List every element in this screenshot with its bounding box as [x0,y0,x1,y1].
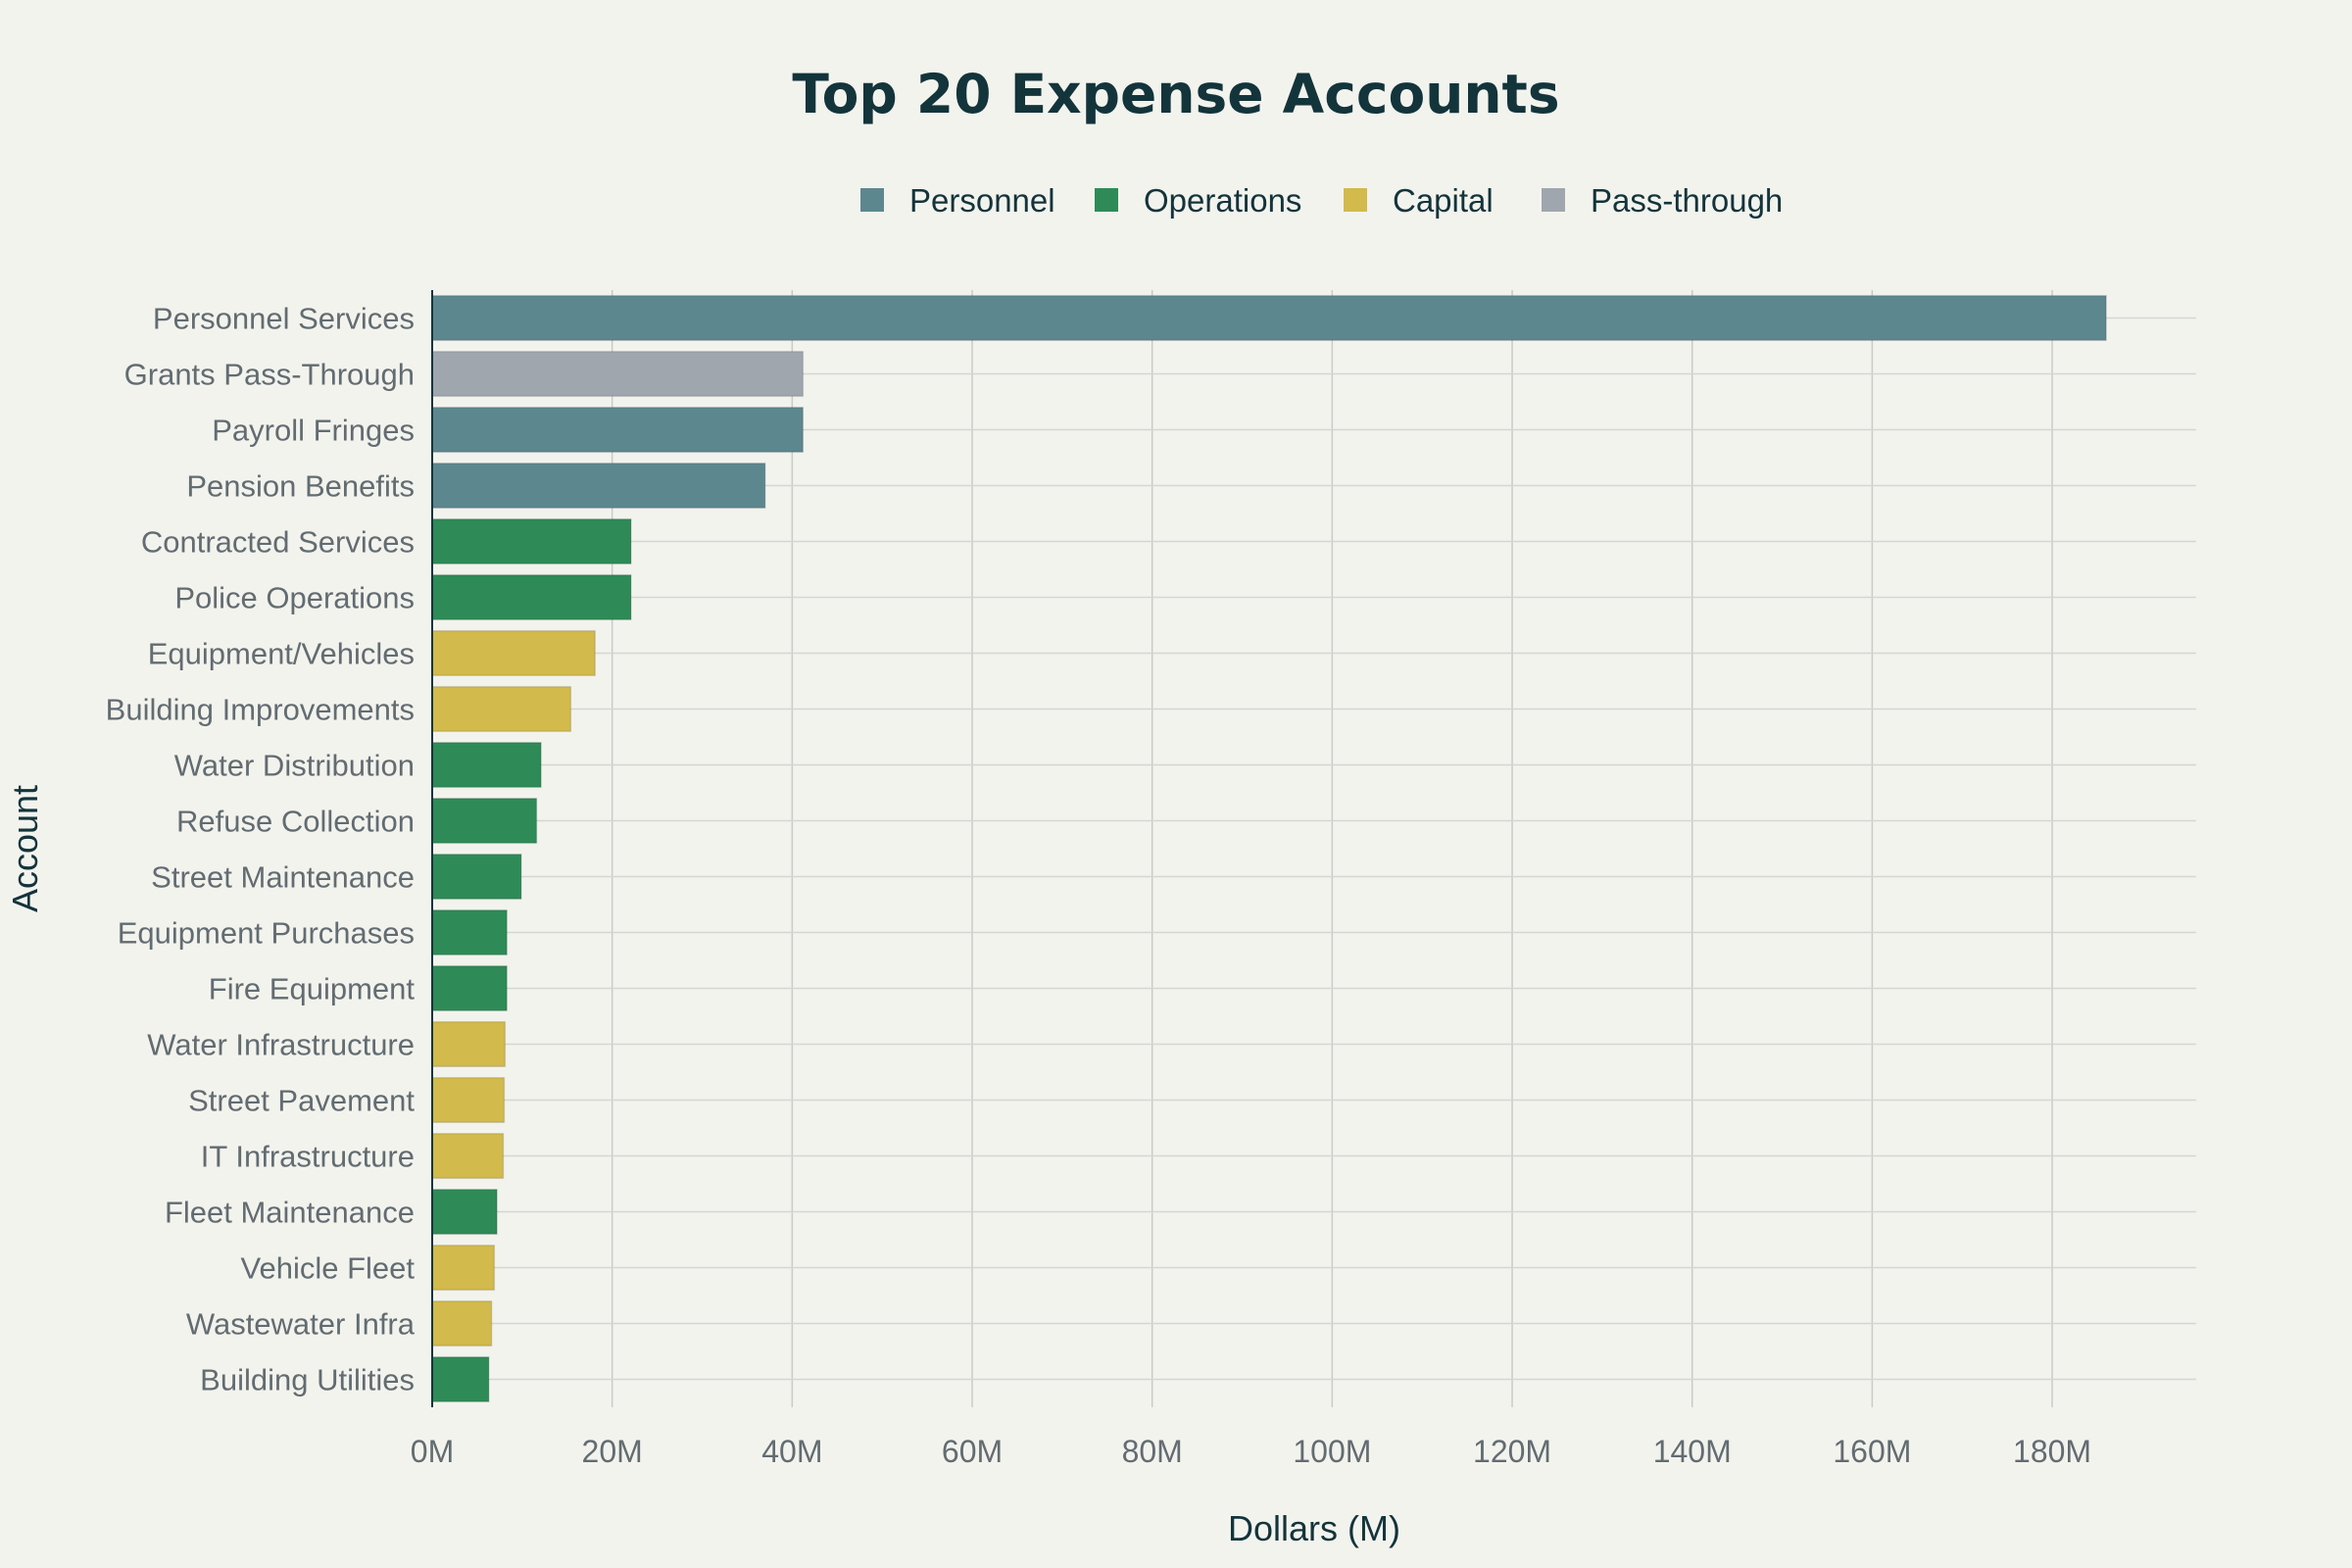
y-tick-label: Pension Benefits [186,469,415,504]
legend-item[interactable]: Operations [1095,182,1301,219]
legend-swatch [1542,188,1565,212]
y-tick-label: Street Maintenance [151,860,415,895]
y-tick-label: Contracted Services [141,525,415,560]
bar[interactable] [431,350,805,398]
bar[interactable] [431,406,805,454]
bar[interactable] [431,1299,493,1348]
x-tick-label: 160M [1833,1434,1911,1469]
legend-swatch [1095,188,1118,212]
y-tick-label: Police Operations [174,581,415,615]
bar[interactable] [431,741,542,789]
bar[interactable] [431,1244,496,1292]
bar[interactable] [431,573,632,621]
y-tick-label: Fleet Maintenance [165,1196,415,1230]
legend-item[interactable]: Personnel [860,182,1055,219]
bar[interactable] [431,1188,498,1236]
legend-swatch [1344,188,1367,212]
legend-swatch [860,188,884,212]
y-tick-label: IT Infrastructure [201,1140,415,1174]
x-axis-tick-labels: 0M 20M 40M 60M 80M 100M 120M 140M 160M 180M [411,1434,2091,1469]
legend-label: Capital [1393,182,1494,219]
x-tick-label: 80M [1122,1434,1183,1469]
bar[interactable] [431,1355,490,1403]
bar[interactable] [431,908,508,956]
x-tick-label: 20M [582,1434,643,1469]
y-tick-label: Water Infrastructure [147,1028,415,1062]
y-tick-label: Street Pavement [188,1084,415,1118]
y-axis-title: Account [5,785,45,912]
bar[interactable] [431,853,522,901]
bar[interactable] [431,1020,507,1068]
y-tick-label: Building Improvements [106,693,415,727]
bar[interactable] [431,294,2107,342]
legend-label: Pass-through [1591,182,1783,219]
x-axis-title: Dollars (M) [1228,1508,1400,1548]
x-tick-label: 180M [2013,1434,2091,1469]
bar[interactable] [431,964,508,1012]
y-tick-label: Vehicle Fleet [241,1251,416,1286]
x-tick-label: 40M [761,1434,822,1469]
y-tick-label: Fire Equipment [209,972,416,1006]
legend[interactable]: Personnel Operations Capital Pass-through [860,182,1783,219]
bar[interactable] [431,1132,505,1180]
y-axis-tick-labels: Personnel Services Grants Pass-Through Pay… [106,302,416,1397]
y-tick-label: Grants Pass-Through [124,358,415,392]
y-tick-label: Payroll Fringes [212,414,415,448]
y-tick-label: Equipment Purchases [118,916,415,951]
bar[interactable] [431,797,538,845]
grid-lines [431,290,2196,1407]
legend-item[interactable]: Pass-through [1542,182,1783,219]
legend-label: Personnel [909,182,1055,219]
y-tick-label: Building Utilities [200,1363,415,1397]
bar[interactable] [431,1076,506,1124]
y-tick-label: Wastewater Infra [186,1307,416,1342]
x-tick-label: 60M [942,1434,1003,1469]
y-tick-label: Equipment/Vehicles [148,637,415,671]
y-tick-label: Personnel Services [153,302,415,336]
bar[interactable] [431,462,766,510]
y-tick-label: Water Distribution [174,749,415,783]
y-tick-label: Refuse Collection [176,805,415,839]
bars [431,294,2107,1403]
legend-label: Operations [1144,182,1301,219]
bar[interactable] [431,685,572,733]
x-tick-label: 100M [1293,1434,1371,1469]
x-tick-label: 140M [1653,1434,1732,1469]
x-tick-label: 0M [411,1434,454,1469]
chart-title: Top 20 Expense Accounts [792,63,1559,125]
bar[interactable] [431,629,596,677]
x-tick-label: 120M [1473,1434,1551,1469]
bar[interactable] [431,517,632,565]
legend-item[interactable]: Capital [1344,182,1494,219]
